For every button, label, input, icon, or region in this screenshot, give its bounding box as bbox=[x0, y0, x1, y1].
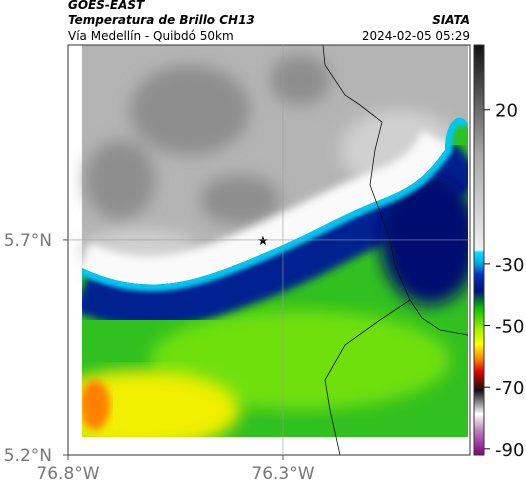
timestamp: 2024-02-05 05:29 bbox=[362, 29, 470, 43]
colorbar-tick-label: -70 bbox=[495, 378, 524, 399]
location-marker: ★ bbox=[257, 234, 269, 249]
product: Temperatura de Brillo CH13 bbox=[68, 13, 255, 27]
organization: SIATA bbox=[432, 13, 470, 27]
lon-tick-label: 76.8°W bbox=[36, 464, 99, 484]
subtitle: Vía Medellín - Quibdó 50km bbox=[68, 29, 234, 43]
colorbar bbox=[473, 44, 485, 456]
colorbar-tick-label: -30 bbox=[495, 255, 524, 276]
satellite: GOES-EAST bbox=[68, 0, 145, 12]
satellite-image bbox=[68, 45, 470, 455]
colorbar-tick-label: -90 bbox=[495, 440, 524, 461]
map-frame bbox=[67, 44, 471, 456]
lat-tick-label: 5.7°N bbox=[4, 231, 52, 251]
lat-tick-label: 5.2°N bbox=[4, 446, 52, 466]
colorbar-tick-label: 20 bbox=[495, 101, 518, 122]
lon-tick-label: 76.3°W bbox=[251, 464, 314, 484]
colorbar-tick-label: -50 bbox=[495, 317, 524, 338]
